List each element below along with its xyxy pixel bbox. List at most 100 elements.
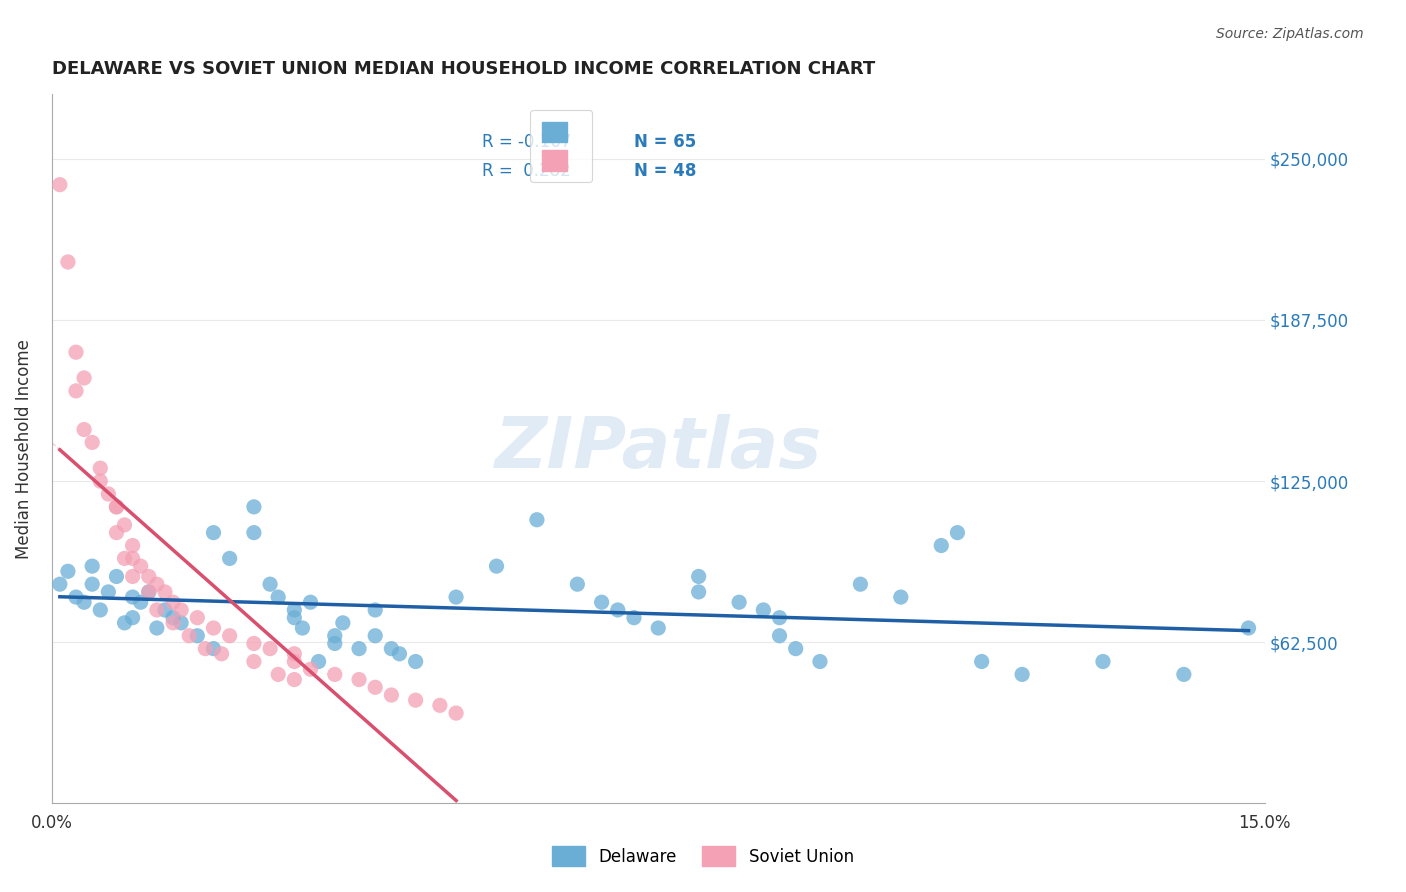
Text: N = 48: N = 48 — [634, 161, 696, 180]
Point — [768, 610, 790, 624]
Text: R =  0.282: R = 0.282 — [482, 161, 571, 180]
Text: N = 65: N = 65 — [634, 134, 696, 152]
Point — [444, 706, 467, 720]
Point — [138, 585, 160, 599]
Point — [405, 655, 427, 669]
Point — [1173, 667, 1195, 681]
Point — [105, 500, 128, 514]
Point — [1011, 667, 1033, 681]
Point — [162, 615, 184, 630]
Point — [380, 688, 402, 702]
Point — [808, 655, 831, 669]
Point — [146, 603, 169, 617]
Point — [186, 629, 208, 643]
Point — [121, 590, 143, 604]
Point — [283, 603, 305, 617]
Point — [526, 513, 548, 527]
Point — [347, 641, 370, 656]
Point — [849, 577, 872, 591]
Point — [299, 595, 322, 609]
Point — [105, 500, 128, 514]
Point — [146, 577, 169, 591]
Point — [65, 590, 87, 604]
Point — [82, 559, 104, 574]
Point — [138, 585, 160, 599]
Point — [73, 423, 96, 437]
Point — [82, 577, 104, 591]
Point — [388, 647, 411, 661]
Point — [65, 345, 87, 359]
Point — [218, 551, 240, 566]
Point — [114, 551, 136, 566]
Text: DELAWARE VS SOVIET UNION MEDIAN HOUSEHOLD INCOME CORRELATION CHART: DELAWARE VS SOVIET UNION MEDIAN HOUSEHOL… — [52, 60, 875, 78]
Point — [647, 621, 669, 635]
Point — [97, 585, 120, 599]
Point — [129, 595, 152, 609]
Point — [380, 641, 402, 656]
Text: Source: ZipAtlas.com: Source: ZipAtlas.com — [1216, 27, 1364, 41]
Point — [768, 629, 790, 643]
Point — [114, 615, 136, 630]
Point — [82, 435, 104, 450]
Y-axis label: Median Household Income: Median Household Income — [15, 339, 32, 558]
Point — [179, 629, 201, 643]
Point — [105, 525, 128, 540]
Point — [785, 641, 807, 656]
Point — [332, 615, 354, 630]
Point — [121, 539, 143, 553]
Point — [283, 673, 305, 687]
Point — [89, 461, 111, 475]
Point — [364, 629, 387, 643]
Point — [243, 500, 266, 514]
Point — [291, 621, 314, 635]
Point — [73, 595, 96, 609]
Point — [129, 559, 152, 574]
Point — [211, 647, 233, 661]
Point — [49, 178, 72, 192]
Point — [202, 621, 225, 635]
Point — [308, 655, 330, 669]
Point — [89, 603, 111, 617]
Point — [567, 577, 589, 591]
Point — [444, 590, 467, 604]
Point — [623, 610, 645, 624]
Point — [606, 603, 628, 617]
Point — [364, 603, 387, 617]
Point — [688, 569, 710, 583]
Point — [283, 655, 305, 669]
Text: ZIPatlas: ZIPatlas — [495, 415, 823, 483]
Point — [153, 603, 176, 617]
Point — [364, 681, 387, 695]
Point — [202, 525, 225, 540]
Point — [97, 487, 120, 501]
Point — [752, 603, 775, 617]
Point — [323, 667, 346, 681]
Point — [56, 564, 79, 578]
Point — [170, 615, 193, 630]
Point — [162, 610, 184, 624]
Point — [138, 569, 160, 583]
Point — [405, 693, 427, 707]
Point — [202, 641, 225, 656]
Point — [929, 539, 952, 553]
Point — [890, 590, 912, 604]
Point — [243, 636, 266, 650]
Point — [267, 667, 290, 681]
Point — [323, 636, 346, 650]
Point — [1091, 655, 1114, 669]
Point — [146, 621, 169, 635]
Point — [259, 577, 281, 591]
Point — [591, 595, 613, 609]
Point — [299, 662, 322, 676]
Point — [728, 595, 751, 609]
Point — [153, 585, 176, 599]
Point — [429, 698, 451, 713]
Point — [49, 577, 72, 591]
Point — [194, 641, 217, 656]
Point — [56, 255, 79, 269]
Point — [114, 517, 136, 532]
Point — [218, 629, 240, 643]
Point — [323, 629, 346, 643]
Legend: Delaware, Soviet Union: Delaware, Soviet Union — [544, 838, 862, 875]
Point — [283, 647, 305, 661]
